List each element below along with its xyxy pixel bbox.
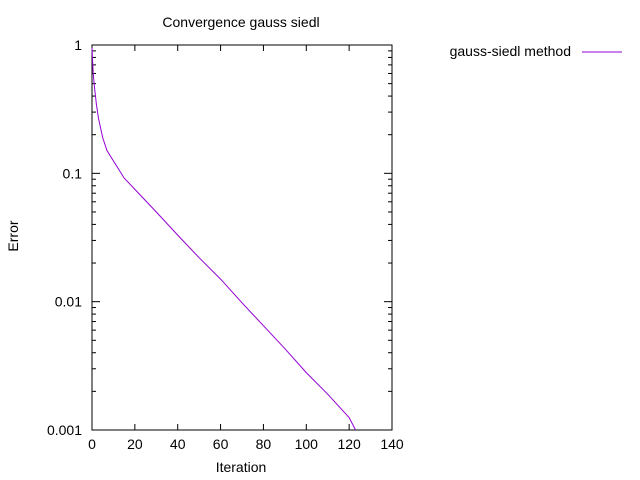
x-ticks: 0 20 40 60 80 100 120 140: [88, 45, 404, 452]
x-tick-label: 120: [337, 436, 361, 452]
y-tick-label: 0.1: [63, 165, 83, 181]
y-axis-label: Error: [5, 220, 21, 251]
x-tick-label: 20: [127, 436, 143, 452]
legend: gauss-siedl method: [450, 43, 622, 59]
chart-title: Convergence gauss siedl: [162, 14, 319, 30]
series-line: [91, 47, 357, 431]
x-tick-label: 40: [170, 436, 186, 452]
y-tick-label: 0.01: [55, 294, 82, 310]
x-axis-label: Iteration: [216, 459, 267, 475]
y-tick-label: 0.001: [47, 422, 82, 438]
legend-label: gauss-siedl method: [450, 43, 571, 59]
y-ticks: 1 0.1 0.01 0.001: [47, 37, 392, 438]
plot-frame: [91, 44, 393, 431]
x-tick-label: 100: [295, 436, 319, 452]
x-tick-label: 80: [256, 436, 272, 452]
series-layer: [91, 47, 357, 431]
x-tick-label: 0: [88, 436, 96, 452]
x-tick-label: 60: [213, 436, 229, 452]
y-tick-label: 1: [74, 37, 82, 53]
x-tick-label: 140: [380, 436, 404, 452]
